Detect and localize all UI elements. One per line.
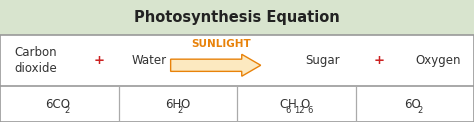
Text: 12: 12 bbox=[294, 106, 304, 115]
Text: 6CO: 6CO bbox=[45, 97, 70, 111]
Text: Carbon
dioxide: Carbon dioxide bbox=[14, 46, 57, 75]
Text: +: + bbox=[94, 54, 105, 67]
Text: C: C bbox=[280, 97, 288, 111]
Text: Photosynthesis Equation: Photosynthesis Equation bbox=[134, 10, 340, 25]
Text: Water: Water bbox=[132, 54, 167, 67]
Text: 2: 2 bbox=[65, 106, 70, 115]
Text: Oxygen: Oxygen bbox=[416, 54, 461, 67]
Text: H: H bbox=[288, 97, 297, 111]
Text: 6H: 6H bbox=[165, 97, 182, 111]
Text: O: O bbox=[301, 97, 310, 111]
Text: 6O: 6O bbox=[405, 97, 421, 111]
Text: O: O bbox=[180, 97, 190, 111]
Text: 6: 6 bbox=[285, 106, 291, 115]
Bar bbox=[0, 0, 474, 35]
Text: Sugar: Sugar bbox=[305, 54, 340, 67]
Text: +: + bbox=[374, 54, 385, 67]
Text: 2: 2 bbox=[418, 106, 423, 115]
Text: 2: 2 bbox=[178, 106, 183, 115]
Text: 6: 6 bbox=[307, 106, 312, 115]
FancyArrow shape bbox=[171, 54, 261, 76]
Text: SUNLIGHT: SUNLIGHT bbox=[191, 39, 252, 49]
